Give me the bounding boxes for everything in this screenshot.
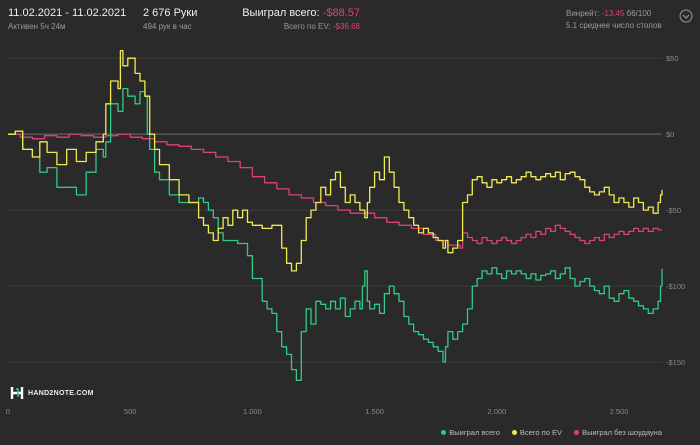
- active-time: Активен 5ч 24м: [8, 22, 66, 31]
- won-block: Выиграл всего: -$88.57 Всего по EV: -$36…: [200, 7, 360, 31]
- winrate-value: -13.45: [601, 9, 625, 18]
- x-tick-label: 1.000: [243, 407, 262, 416]
- legend-label: Выиграл всего: [449, 428, 500, 437]
- grid-lines: [8, 57, 662, 363]
- date-range[interactable]: 11.02.2021 - 11.02.2021: [8, 7, 127, 19]
- hands-per-hour: 494 рук в час: [143, 22, 192, 31]
- legend-item-won-total[interactable]: Выиграл всего: [441, 428, 500, 437]
- x-tick-label: 2.000: [487, 407, 506, 416]
- ev-total-value: -$36.68: [332, 22, 360, 31]
- hands-block: 2 676 Руки 494 рук в час: [143, 7, 197, 31]
- avg-tables: 5.1 среднее число столов: [566, 21, 662, 30]
- series-line: [8, 133, 662, 249]
- chart-legend: Выиграл всего Всего по EV Выиграл без шо…: [441, 428, 662, 437]
- ev-total: Всего по EV: -$36.68: [200, 22, 360, 31]
- logo-text: HAND2NOTE.COM: [28, 389, 94, 397]
- winrate-block: Винрейт: -13.45 б6/100 5.1 среднее число…: [566, 9, 662, 30]
- legend-dot: [441, 430, 447, 435]
- legend-label: Выиграл без шоудауна: [582, 428, 662, 437]
- y-tick-label: -$50: [666, 206, 681, 215]
- y-tick-label: $50: [666, 54, 679, 63]
- won-total-value: -$88.57: [322, 7, 360, 19]
- winrate: Винрейт: -13.45 б6/100: [566, 9, 662, 18]
- x-tick-label: 2.500: [610, 407, 629, 416]
- legend-dot: [511, 430, 517, 435]
- hand2note-logo-icon: [10, 387, 24, 399]
- y-tick-label: $0: [666, 130, 674, 139]
- hands-count: 2 676 Руки: [143, 7, 198, 19]
- hand2note-logo: HAND2NOTE.COM: [10, 386, 94, 400]
- x-tick-label: 0: [6, 407, 10, 416]
- winrate-unit: б6/100: [626, 9, 652, 18]
- x-tick-label: 500: [124, 407, 137, 416]
- expand-icon[interactable]: [676, 6, 696, 26]
- x-tick-label: 1.500: [365, 407, 384, 416]
- ev-total-label: Всего по EV:: [283, 22, 331, 31]
- won-total: Выиграл всего: -$88.57: [200, 7, 360, 19]
- won-total-label: Выиграл всего:: [242, 7, 320, 19]
- legend-dot: [574, 430, 579, 435]
- series-line: [8, 87, 663, 381]
- y-tick-label: -$150: [666, 358, 685, 367]
- legend-item-ev-total[interactable]: Всего по EV: [511, 428, 562, 437]
- legend-item-won-no-showdown[interactable]: Выиграл без шоудауна: [574, 428, 662, 437]
- stats-header: 11.02.2021 - 11.02.2021 Активен 5ч 24м 2…: [0, 0, 700, 40]
- winrate-label: Винрейт:: [566, 9, 600, 18]
- y-tick-label: -$100: [666, 282, 685, 291]
- legend-label: Всего по EV: [519, 428, 562, 437]
- series-lines: [8, 49, 663, 381]
- date-block: 11.02.2021 - 11.02.2021 Активен 5ч 24м: [8, 7, 126, 31]
- y-axis-ticks: $50 $0 -$50 -$100 -$150: [666, 54, 685, 367]
- series-line: [8, 49, 663, 272]
- x-axis-ticks: 0 500 1.000 1.500 2.000 2.500: [6, 407, 628, 416]
